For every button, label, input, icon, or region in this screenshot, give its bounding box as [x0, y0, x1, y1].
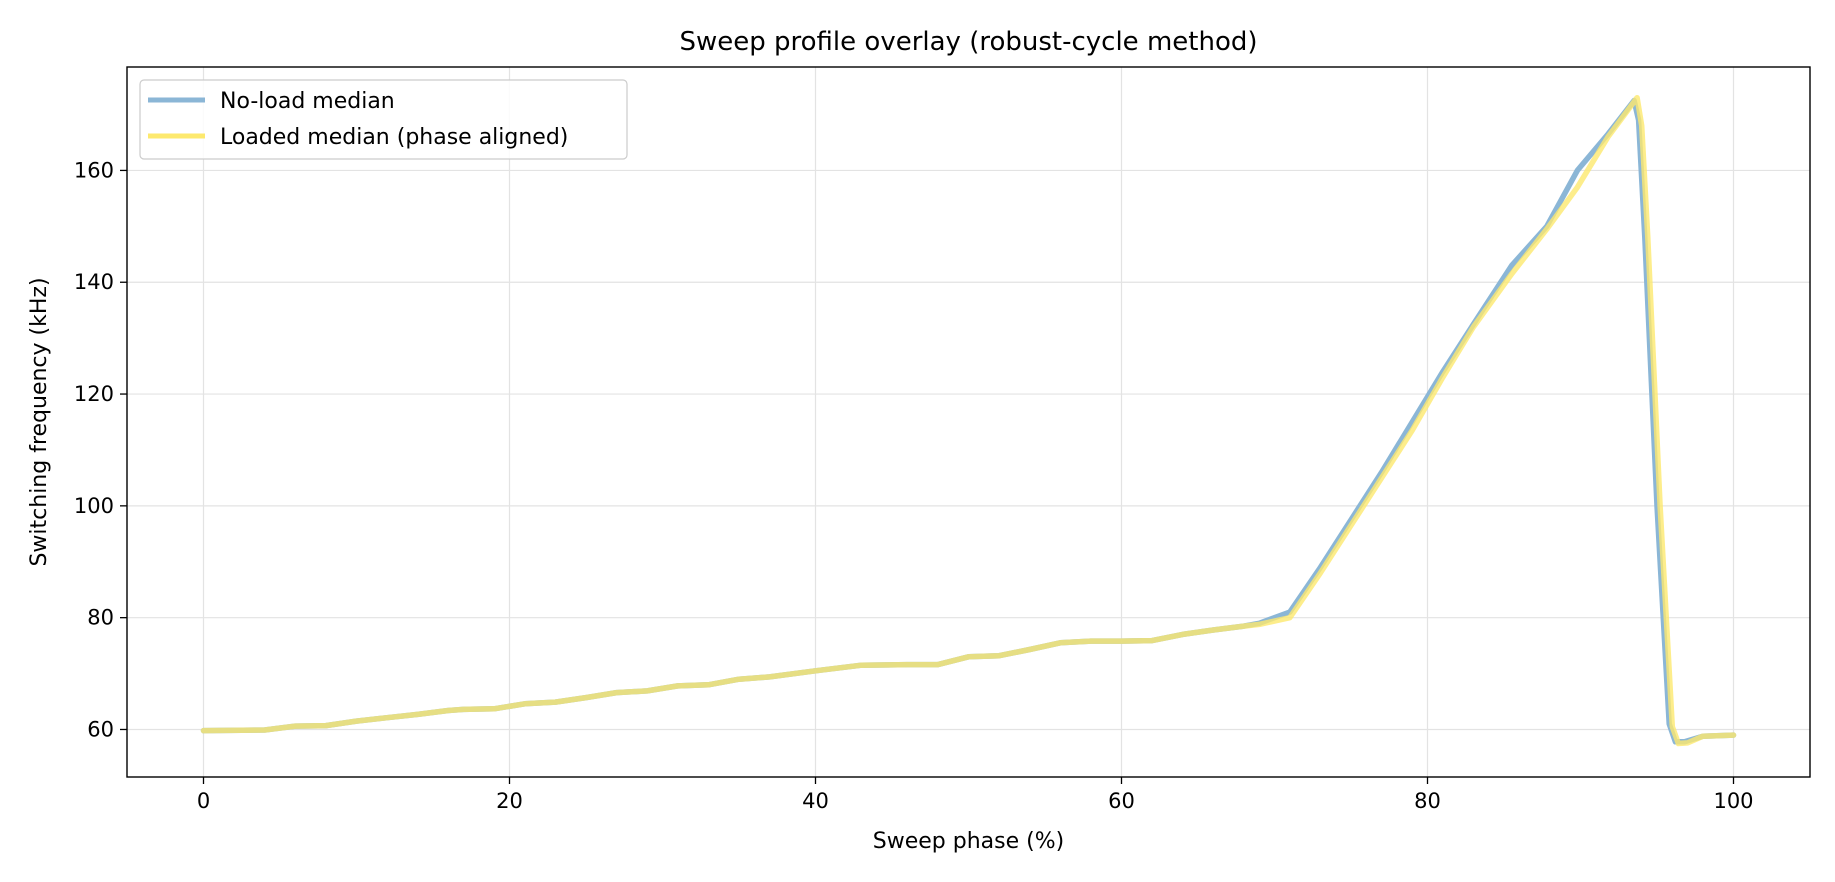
x-tick-label: 60	[1108, 789, 1135, 813]
x-tick-label: 0	[197, 789, 210, 813]
x-tick-label: 40	[802, 789, 829, 813]
chart-title: Sweep profile overlay (robust-cycle meth…	[680, 27, 1258, 57]
legend: No-load median Loaded median (phase alig…	[139, 79, 628, 160]
x-tick-label: 100	[1713, 789, 1753, 813]
series-lines	[200, 94, 1737, 747]
x-axis-label: Sweep phase (%)	[873, 829, 1064, 854]
series-line-1	[200, 94, 1737, 747]
legend-box	[139, 79, 628, 160]
y-tick-label: 120	[74, 382, 114, 406]
grid	[127, 67, 1810, 777]
y-axis: 60 80 100 120 140 160	[74, 158, 127, 741]
y-tick-label: 60	[87, 717, 114, 741]
y-tick-label: 160	[74, 158, 114, 182]
x-tick-label: 80	[1414, 789, 1441, 813]
legend-label-loaded: Loaded median (phase aligned)	[220, 125, 568, 150]
y-axis-label: Switching frequency (kHz)	[27, 277, 52, 566]
y-tick-label: 80	[87, 606, 114, 630]
x-tick-label: 20	[496, 789, 523, 813]
y-tick-label: 100	[74, 494, 114, 518]
legend-label-no-load: No-load median	[220, 89, 395, 114]
y-tick-label: 140	[74, 270, 114, 294]
x-axis: 0 20 40 60 80 100	[197, 777, 1754, 813]
plot-frame	[126, 66, 1811, 778]
